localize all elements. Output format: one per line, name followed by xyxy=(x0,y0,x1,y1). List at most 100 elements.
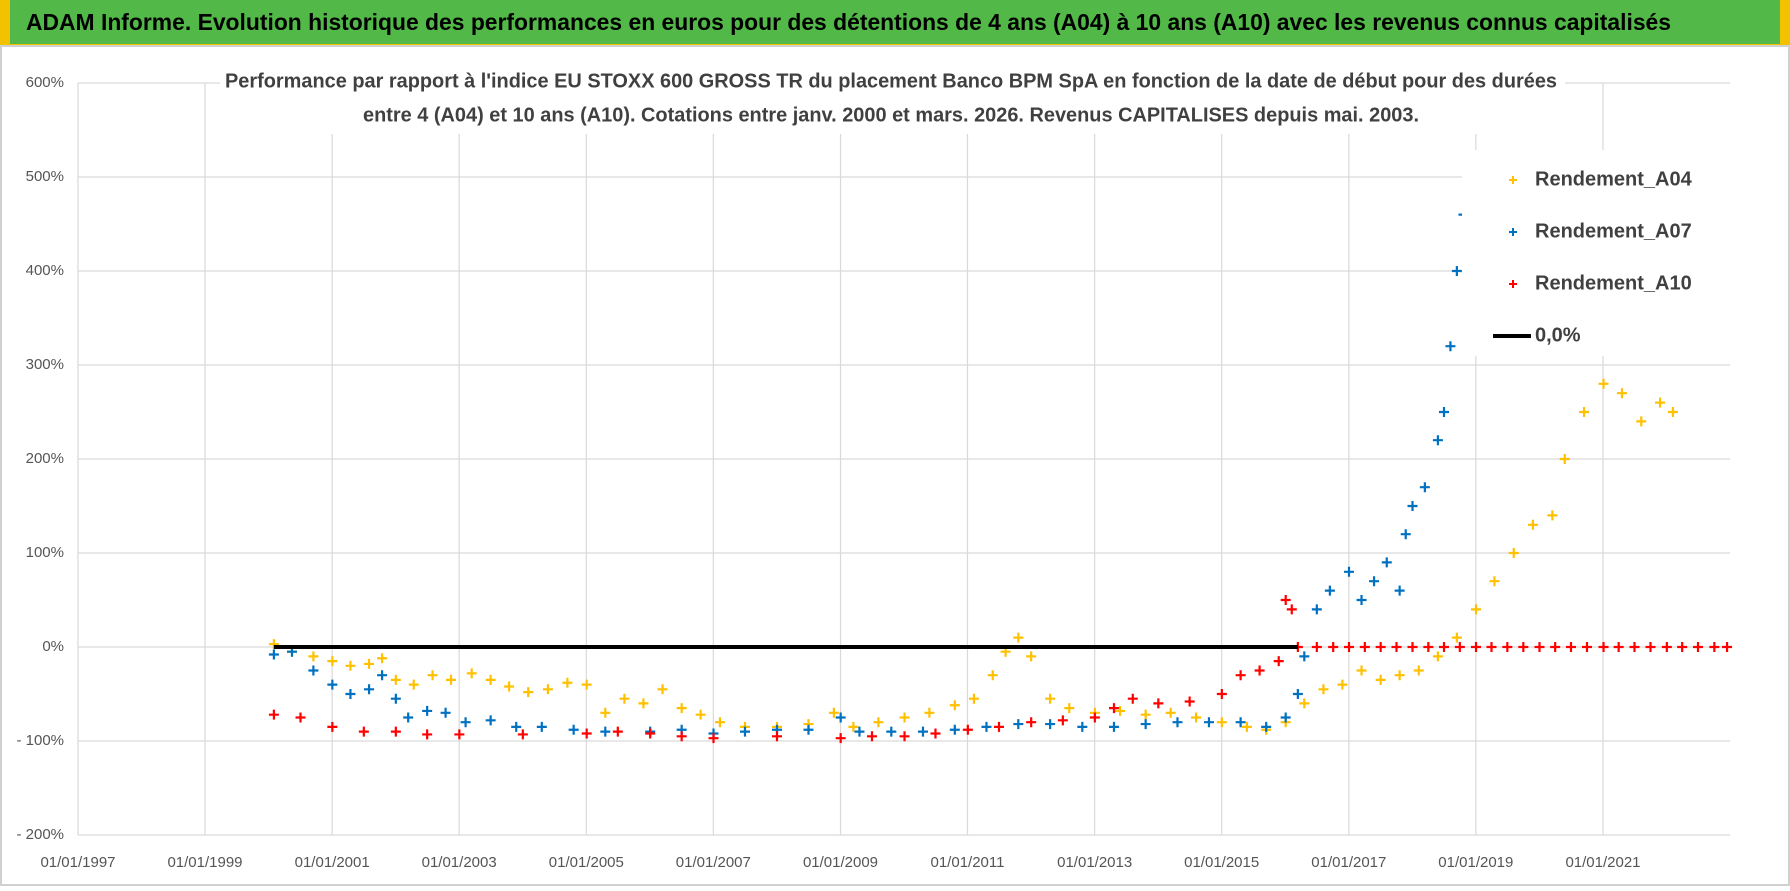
point xyxy=(1375,674,1386,685)
point xyxy=(1057,715,1068,726)
header-bar xyxy=(10,0,1780,44)
point xyxy=(511,721,522,732)
point xyxy=(562,677,573,688)
point xyxy=(504,681,515,692)
point xyxy=(1394,670,1405,681)
legend-box xyxy=(1462,150,1730,356)
point xyxy=(803,724,814,735)
point xyxy=(1064,703,1075,714)
point xyxy=(1089,712,1100,723)
x-tick-label: 01/01/2001 xyxy=(295,854,370,871)
y-tick-label: 300% xyxy=(26,356,64,373)
point xyxy=(523,687,534,698)
point xyxy=(1108,721,1119,732)
point xyxy=(1292,689,1303,699)
point xyxy=(1565,642,1576,652)
point xyxy=(1489,576,1500,587)
header-title: ADAM Informe. Evolution historique des p… xyxy=(26,9,1671,35)
point xyxy=(1013,632,1024,643)
y-tick-label: 200% xyxy=(26,450,64,467)
point xyxy=(440,707,451,718)
point xyxy=(408,679,419,690)
point xyxy=(1550,642,1561,652)
point xyxy=(899,712,910,723)
chart-title: Performance par rapport à l'indice EU ST… xyxy=(225,70,1557,92)
x-tick-label: 01/01/2019 xyxy=(1438,854,1513,871)
point xyxy=(1045,719,1056,730)
point xyxy=(1636,416,1647,427)
point xyxy=(1280,595,1291,605)
x-tick-label: 01/01/1999 xyxy=(167,854,242,871)
point xyxy=(1419,482,1430,493)
point xyxy=(962,724,973,735)
legend-label: 0,0% xyxy=(1535,324,1581,346)
point xyxy=(1423,642,1434,652)
point xyxy=(638,698,649,709)
point xyxy=(1394,585,1405,596)
point xyxy=(445,674,456,685)
point xyxy=(1184,696,1195,707)
legend-swatch xyxy=(1509,280,1517,288)
point xyxy=(1598,378,1609,389)
point xyxy=(1439,642,1449,652)
point xyxy=(1261,721,1272,732)
point xyxy=(460,717,471,728)
y-tick-label: 500% xyxy=(26,168,64,185)
point xyxy=(1661,642,1672,652)
point xyxy=(1559,454,1570,464)
point xyxy=(1286,604,1297,615)
point xyxy=(1407,501,1418,511)
point xyxy=(485,715,496,726)
point xyxy=(1381,557,1392,568)
point xyxy=(835,733,846,744)
point xyxy=(1280,712,1291,723)
point xyxy=(1344,642,1355,652)
point xyxy=(1407,642,1418,652)
point xyxy=(1013,719,1024,730)
frame xyxy=(0,45,1790,886)
point xyxy=(987,670,998,681)
point xyxy=(1534,642,1545,652)
point xyxy=(619,693,630,704)
point xyxy=(485,674,496,685)
point xyxy=(308,665,319,676)
legend-swatch xyxy=(1509,228,1517,236)
point xyxy=(1369,576,1380,587)
point xyxy=(1445,341,1456,352)
point xyxy=(377,670,388,681)
point xyxy=(422,729,433,740)
point xyxy=(600,707,611,718)
point xyxy=(695,709,706,720)
point xyxy=(1582,642,1592,652)
point xyxy=(1502,642,1513,652)
point xyxy=(268,709,279,720)
point xyxy=(1026,651,1037,662)
point xyxy=(1598,642,1609,652)
point xyxy=(1299,698,1310,709)
point xyxy=(899,731,910,742)
point xyxy=(835,712,846,723)
legend: Rendement_A04 Rendement_A07 Rendement_A10 0… xyxy=(1462,150,1730,356)
point xyxy=(581,679,592,690)
point xyxy=(1318,684,1329,695)
point xyxy=(1140,709,1151,720)
point xyxy=(390,674,401,685)
point xyxy=(1241,721,1252,732)
x-tick-label: 01/01/2015 xyxy=(1184,854,1259,871)
point xyxy=(1299,651,1310,662)
point xyxy=(327,656,338,667)
point xyxy=(1115,705,1126,716)
point xyxy=(657,684,668,695)
point xyxy=(1328,642,1339,652)
point xyxy=(1359,642,1370,652)
point xyxy=(1629,642,1640,652)
point xyxy=(327,679,338,690)
y-tick-label: 100% xyxy=(26,544,64,561)
point xyxy=(581,728,592,739)
point xyxy=(1616,388,1627,399)
y-tick-label: 600% xyxy=(26,74,64,91)
legend-swatch xyxy=(1509,176,1517,184)
y-tick-label: - 100% xyxy=(16,732,64,749)
point xyxy=(1471,642,1482,652)
